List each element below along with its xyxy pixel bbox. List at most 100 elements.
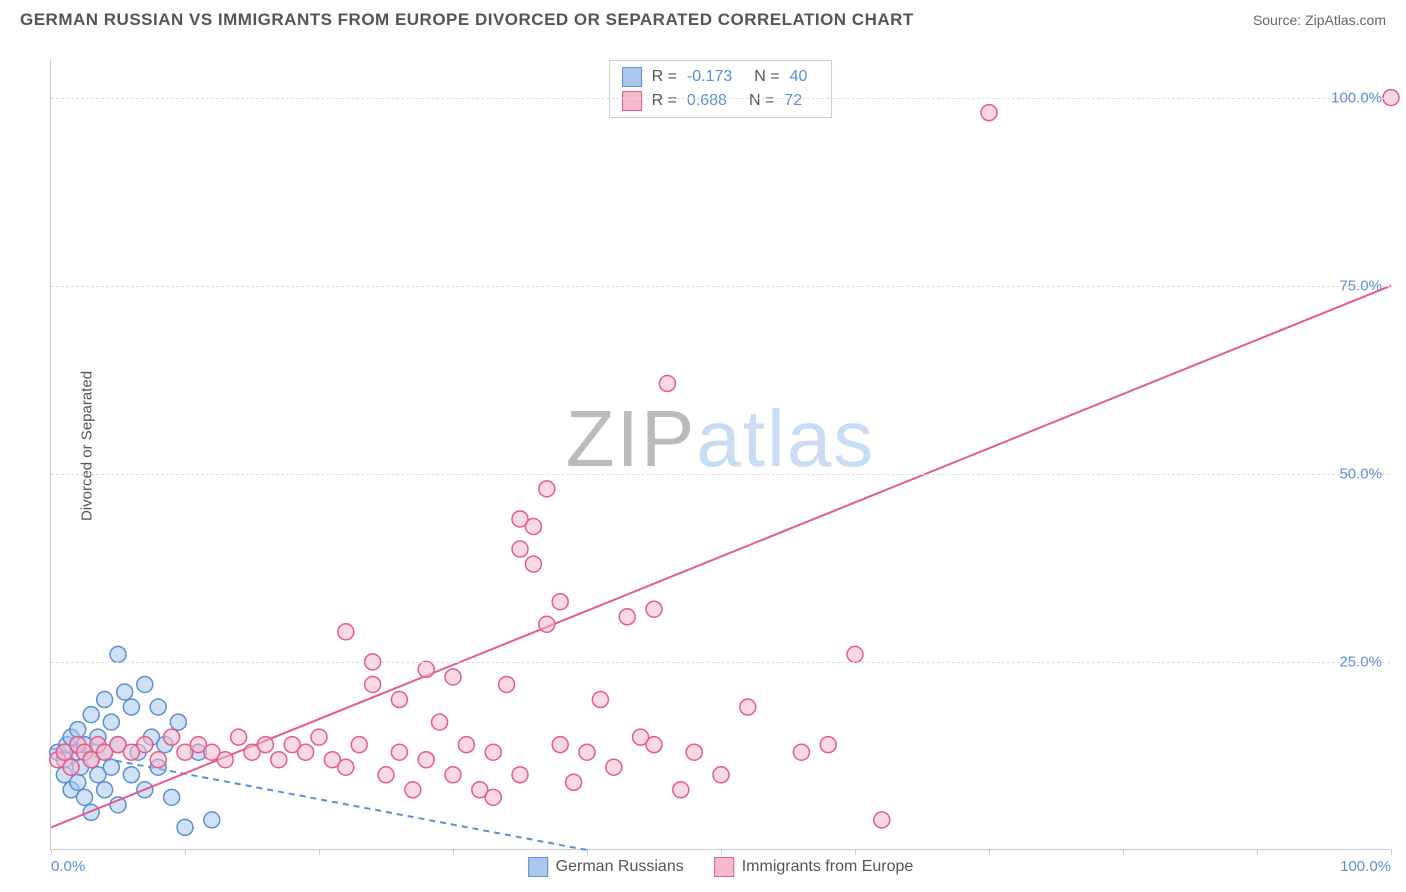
data-point (713, 767, 729, 783)
r-value-2: 0.688 (687, 92, 727, 110)
data-point (217, 752, 233, 768)
data-point (458, 737, 474, 753)
stats-box: R = -0.173 N = 40 R = 0.688 N = 72 (609, 60, 833, 118)
gridline-h (51, 286, 1390, 287)
x-tick (453, 849, 454, 855)
x-tick (855, 849, 856, 855)
chart-plot-area: ZIPatlas R = -0.173 N = 40 R = 0.688 N =… (50, 60, 1390, 850)
data-point (97, 782, 113, 798)
data-point (525, 556, 541, 572)
data-point (204, 812, 220, 828)
data-point (70, 722, 86, 738)
data-point (525, 518, 541, 534)
x-tick (587, 849, 588, 855)
chart-title: GERMAN RUSSIAN VS IMMIGRANTS FROM EUROPE… (20, 10, 914, 30)
x-tick-label: 0.0% (51, 858, 85, 875)
data-point (311, 729, 327, 745)
legend-label-1: German Russians (556, 858, 684, 876)
data-point (338, 759, 354, 775)
legend-item-1: German Russians (528, 857, 684, 877)
data-point (499, 676, 515, 692)
legend-swatch-1 (528, 857, 548, 877)
data-point (566, 774, 582, 790)
data-point (512, 541, 528, 557)
y-tick-label: 50.0% (1339, 465, 1382, 482)
stats-row-2: R = 0.688 N = 72 (622, 89, 820, 113)
data-point (298, 744, 314, 760)
data-point (512, 767, 528, 783)
data-point (391, 692, 407, 708)
data-point (740, 699, 756, 715)
data-point (150, 752, 166, 768)
x-tick (1391, 849, 1392, 855)
data-point (579, 744, 595, 760)
data-point (391, 744, 407, 760)
data-point (177, 819, 193, 835)
data-point (150, 699, 166, 715)
stats-row-1: R = -0.173 N = 40 (622, 65, 820, 89)
data-point (445, 767, 461, 783)
data-point (539, 616, 555, 632)
x-tick (51, 849, 52, 855)
n-value-2: 72 (784, 92, 802, 110)
data-point (83, 707, 99, 723)
gridline-h (51, 474, 1390, 475)
data-point (405, 782, 421, 798)
data-point (103, 759, 119, 775)
r-label-2: R = (652, 92, 677, 110)
data-point (338, 624, 354, 640)
data-point (646, 601, 662, 617)
data-point (552, 594, 568, 610)
data-point (820, 737, 836, 753)
data-point (659, 376, 675, 392)
data-point (77, 789, 93, 805)
data-point (981, 105, 997, 121)
data-point (686, 744, 702, 760)
data-point (257, 737, 273, 753)
data-point (606, 759, 622, 775)
scatter-plot-svg (51, 60, 1390, 849)
data-point (646, 737, 662, 753)
data-point (103, 714, 119, 730)
data-point (619, 609, 635, 625)
data-point (793, 744, 809, 760)
gridline-h (51, 662, 1390, 663)
n-value-1: 40 (790, 68, 808, 86)
trend-line (51, 748, 587, 850)
data-point (365, 676, 381, 692)
data-point (378, 767, 394, 783)
data-point (418, 661, 434, 677)
swatch-series-1 (622, 67, 642, 87)
data-point (351, 737, 367, 753)
source-label: Source: ZipAtlas.com (1253, 12, 1386, 28)
bottom-legend: German Russians Immigrants from Europe (528, 857, 914, 877)
data-point (485, 789, 501, 805)
data-point (847, 646, 863, 662)
y-tick-label: 25.0% (1339, 653, 1382, 670)
legend-swatch-2 (714, 857, 734, 877)
data-point (592, 692, 608, 708)
x-tick (185, 849, 186, 855)
data-point (97, 692, 113, 708)
legend-item-2: Immigrants from Europe (714, 857, 914, 877)
y-tick-label: 100.0% (1331, 89, 1382, 106)
data-point (137, 737, 153, 753)
data-point (673, 782, 689, 798)
n-label-2: N = (749, 92, 774, 110)
data-point (432, 714, 448, 730)
data-point (231, 729, 247, 745)
data-point (271, 752, 287, 768)
data-point (485, 744, 501, 760)
data-point (539, 481, 555, 497)
data-point (117, 684, 133, 700)
swatch-series-2 (622, 91, 642, 111)
r-value-1: -0.173 (687, 68, 732, 86)
data-point (170, 714, 186, 730)
data-point (123, 699, 139, 715)
data-point (110, 646, 126, 662)
data-point (137, 676, 153, 692)
data-point (418, 752, 434, 768)
y-tick-label: 75.0% (1339, 277, 1382, 294)
x-tick (989, 849, 990, 855)
n-label-1: N = (754, 68, 779, 86)
